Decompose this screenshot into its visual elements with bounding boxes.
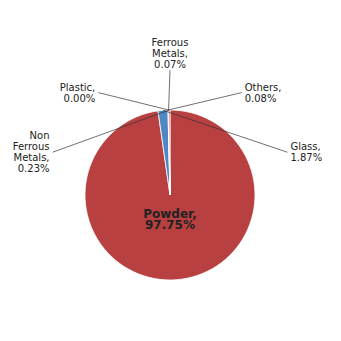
data-label: Plastic,0.00% (60, 82, 96, 104)
labels: Powder,97.75% Glass,1.87% Others,0.08% Ferr… (13, 37, 323, 232)
leader-line (169, 70, 170, 110)
data-label: NonFerrousMetals,0.23% (13, 130, 50, 174)
data-label: Glass,1.87% (290, 141, 322, 163)
pie-slice (168, 110, 170, 195)
data-label: FerrousMetals,0.07% (152, 37, 189, 70)
pie-slice (169, 110, 170, 195)
pie-slice (168, 110, 170, 195)
data-label: Others,0.08% (245, 82, 282, 104)
pie-slice (158, 110, 170, 195)
leader-line (168, 93, 242, 110)
chart-container: Powder,97.75% Glass,1.87% Others,0.08% Ferr… (0, 0, 341, 341)
pie-slice (169, 110, 170, 195)
leader-line (53, 110, 170, 152)
leader-line (98, 93, 168, 110)
pie-chart: Powder,97.75% Glass,1.87% Others,0.08% Ferr… (0, 0, 341, 341)
data-label: Powder,97.75% (143, 207, 197, 232)
pie-slice (85, 110, 255, 280)
leader-line (163, 110, 287, 152)
slices (85, 110, 255, 280)
